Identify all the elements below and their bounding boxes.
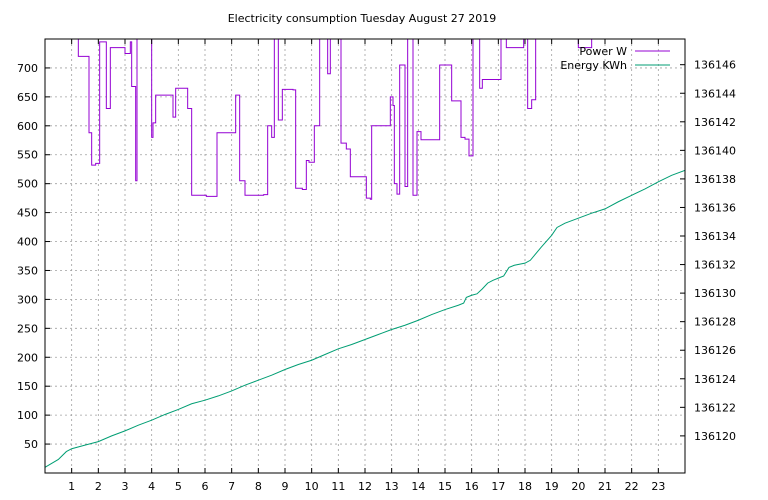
y-tick-label: 700 (17, 62, 38, 75)
y-tick-label: 300 (17, 293, 38, 306)
y2-tick-label: 136122 (694, 401, 736, 414)
y-tick-label: 650 (17, 91, 38, 104)
y2-tick-label: 136142 (694, 116, 736, 129)
x-tick-label: 20 (571, 480, 585, 493)
y2-tick-label: 136134 (694, 230, 736, 243)
y2-tick-label: 136120 (694, 430, 736, 443)
x-tick-label: 19 (545, 480, 559, 493)
x-tick-label: 23 (651, 480, 665, 493)
y2-tick-label: 136124 (694, 373, 736, 386)
legend-label-energy: Energy KWh (560, 59, 627, 72)
y2-tick-label: 136130 (694, 287, 736, 300)
x-tick-label: 1 (68, 480, 75, 493)
y2-tick-label: 136126 (694, 344, 736, 357)
ticks: 1 2 3 4 5 6 7 8 9 10 11 12 13 14 15 16 17 18 19 20 21 22 23501… (17, 39, 736, 493)
x-tick-label: 2 (95, 480, 102, 493)
y-tick-label: 100 (17, 409, 38, 422)
legend: Power W Energy KWh (560, 45, 670, 72)
series-line-energy (45, 169, 685, 468)
x-tick-label: 3 (122, 480, 129, 493)
x-tick-label: 5 (175, 480, 182, 493)
y-tick-label: 50 (24, 438, 38, 451)
x-tick-label: 18 (518, 480, 532, 493)
x-tick-label: 4 (148, 480, 155, 493)
y2-tick-label: 136144 (694, 87, 736, 100)
y-tick-label: 450 (17, 207, 38, 220)
x-tick-label: 21 (598, 480, 612, 493)
y-tick-label: 600 (17, 120, 38, 133)
x-tick-label: 17 (491, 480, 505, 493)
x-tick-label: 10 (305, 480, 319, 493)
y-tick-label: 350 (17, 264, 38, 277)
y2-tick-label: 136128 (694, 316, 736, 329)
y-tick-label: 200 (17, 351, 38, 364)
series-layer (45, 39, 685, 468)
x-tick-label: 9 (282, 480, 289, 493)
x-tick-label: 22 (625, 480, 639, 493)
y-tick-label: 400 (17, 236, 38, 249)
chart-title: Electricity consumption Tuesday August 2… (228, 12, 497, 25)
x-tick-label: 8 (255, 480, 262, 493)
y-tick-label: 150 (17, 380, 38, 393)
x-tick-label: 13 (385, 480, 399, 493)
y-tick-label: 550 (17, 149, 38, 162)
legend-label-power: Power W (579, 45, 627, 58)
y2-tick-label: 136138 (694, 173, 736, 186)
y2-tick-label: 136132 (694, 259, 736, 272)
x-tick-label: 16 (465, 480, 479, 493)
y-tick-label: 250 (17, 322, 38, 335)
x-tick-label: 7 (228, 480, 235, 493)
x-tick-label: 6 (202, 480, 209, 493)
y2-tick-label: 136136 (694, 201, 736, 214)
grid (45, 39, 685, 473)
y-tick-label: 500 (17, 178, 38, 191)
y2-tick-label: 136140 (694, 144, 736, 157)
y2-tick-label: 136146 (694, 59, 736, 72)
x-tick-label: 11 (331, 480, 345, 493)
x-tick-label: 12 (358, 480, 372, 493)
x-tick-label: 14 (411, 480, 425, 493)
series-line-power (71, 39, 685, 200)
x-tick-label: 15 (438, 480, 452, 493)
